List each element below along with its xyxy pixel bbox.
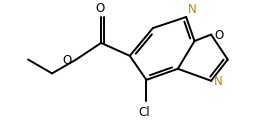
Text: O: O [62,54,72,67]
Text: N: N [188,3,197,16]
Text: N: N [214,75,223,88]
Text: O: O [96,2,105,15]
Text: Cl: Cl [139,106,150,119]
Text: O: O [214,29,223,42]
